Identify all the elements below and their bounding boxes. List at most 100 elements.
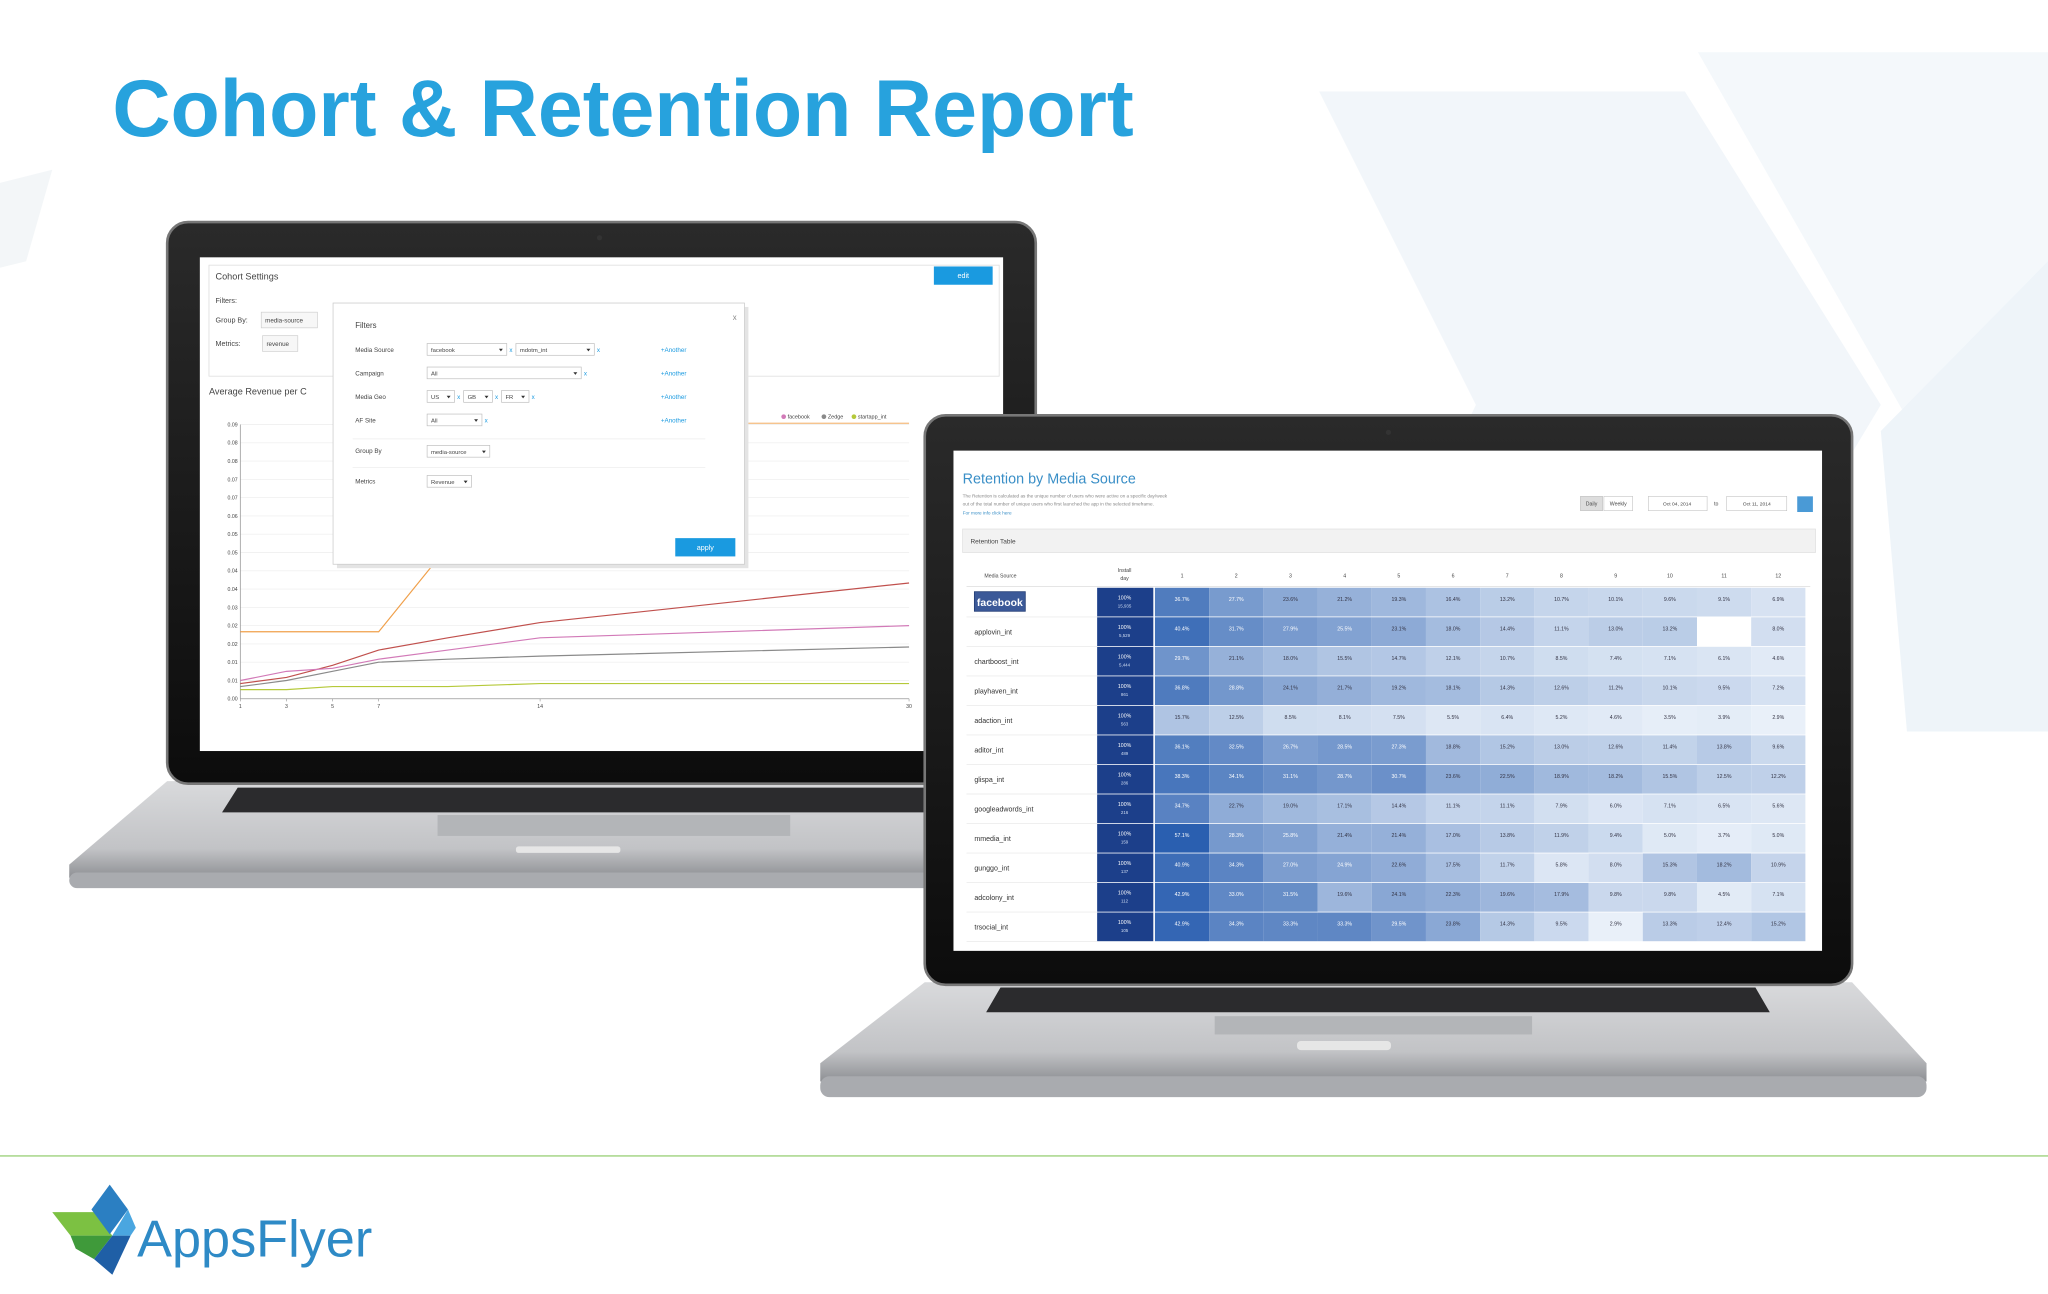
retention-value: 42.9%: [1175, 922, 1190, 928]
retention-value: 16.4%: [1446, 597, 1461, 603]
retention-cell: [1696, 735, 1752, 765]
select[interactable]: [501, 390, 530, 403]
retention-value: 21.4%: [1391, 833, 1406, 839]
weekly-button[interactable]: [1603, 496, 1633, 511]
retention-cell: [1209, 587, 1264, 617]
retention-cell: [1425, 823, 1481, 853]
remove-chip[interactable]: x: [457, 394, 461, 401]
retention-value: 12.4%: [1717, 922, 1732, 928]
install-value: 100%: [1118, 832, 1132, 838]
retention-value: 10.7%: [1554, 597, 1569, 603]
retention-cell: [1696, 764, 1752, 794]
retention-cell: [1154, 764, 1210, 794]
retention-value: 22.5%: [1500, 774, 1515, 780]
remove-chip[interactable]: x: [584, 371, 588, 378]
retention-cell: [1371, 646, 1426, 676]
select[interactable]: [426, 343, 508, 356]
add-another[interactable]: +Another: [661, 371, 687, 378]
select[interactable]: [515, 343, 595, 356]
retention-cell: [1209, 794, 1264, 824]
retention-value: 31.7%: [1229, 626, 1244, 632]
description-link[interactable]: For more info click here: [963, 511, 1012, 516]
retention-cell: [1371, 587, 1426, 617]
add-another[interactable]: +Another: [661, 418, 687, 425]
add-another[interactable]: +Another: [661, 347, 687, 354]
date-input[interactable]: [1726, 496, 1788, 511]
select-value: US: [431, 395, 439, 401]
retention-value: 13.0%: [1554, 744, 1569, 750]
install-count: 105: [1121, 928, 1129, 933]
go-button[interactable]: [1797, 496, 1813, 513]
close-button[interactable]: x: [733, 313, 737, 322]
retention-value: 19.2%: [1391, 685, 1406, 691]
column-header: Media Source: [984, 573, 1016, 579]
retention-cell: [1534, 764, 1589, 794]
select[interactable]: [426, 390, 455, 403]
daily-button[interactable]: [1580, 496, 1603, 511]
touchpad: [437, 815, 791, 836]
retention-cell: [1696, 853, 1752, 883]
date-input[interactable]: [1648, 496, 1708, 511]
retention-cell: [1696, 646, 1752, 676]
retention-cell: [1425, 853, 1481, 883]
select[interactable]: [426, 413, 483, 427]
retention-cell: [1696, 912, 1752, 942]
select[interactable]: [426, 366, 582, 380]
date-to: Oct 11, 2014: [1743, 501, 1771, 507]
x-tick-label: 7: [377, 704, 380, 710]
retention-cell: [1534, 794, 1589, 824]
install-cell: [1097, 882, 1154, 912]
select[interactable]: [426, 445, 491, 458]
retention-cell: [1642, 912, 1697, 942]
retention-value: 12.1%: [1446, 656, 1461, 662]
install-count: 861: [1121, 692, 1129, 697]
retention-cell: [1480, 587, 1535, 617]
retention-value: 9.5%: [1718, 685, 1730, 691]
retention-cell: [1480, 853, 1535, 883]
apply-button[interactable]: [675, 538, 736, 557]
retention-cell: [1263, 705, 1318, 735]
remove-chip[interactable]: x: [532, 394, 536, 401]
retention-cell: [1751, 705, 1806, 735]
retention-cell: [1317, 853, 1372, 883]
retention-value: 36.8%: [1175, 685, 1190, 691]
retention-cell: [1480, 735, 1535, 765]
retention-value: 9.5%: [1556, 922, 1568, 928]
select[interactable]: [426, 475, 472, 488]
retention-cell: [1425, 587, 1481, 617]
remove-chip[interactable]: x: [597, 347, 601, 354]
y-tick-label: 0.05: [228, 532, 238, 538]
bg-shape: [1880, 261, 2048, 732]
retention-value: 14.4%: [1500, 626, 1515, 632]
retention-cell: [1588, 735, 1643, 765]
retention-value: 13.2%: [1500, 597, 1515, 603]
remove-chip[interactable]: x: [485, 418, 489, 425]
retention-cell: [1209, 823, 1264, 853]
add-another[interactable]: +Another: [661, 394, 687, 401]
edit-button[interactable]: [933, 266, 993, 285]
retention-value: 5.0%: [1772, 833, 1784, 839]
retention-cell: [1642, 676, 1697, 706]
select[interactable]: [463, 390, 493, 403]
retention-value: 12.6%: [1608, 744, 1623, 750]
remove-chip[interactable]: x: [495, 394, 499, 401]
filter-label: Group By: [355, 448, 382, 455]
retention-cell: [1588, 853, 1643, 883]
remove-chip[interactable]: x: [509, 347, 513, 354]
retention-value: 33.3%: [1283, 922, 1298, 928]
retention-value: 13.8%: [1500, 833, 1515, 839]
retention-value: 18.0%: [1446, 626, 1461, 632]
keyboard: [222, 787, 972, 813]
source-name: chartboost_int: [974, 659, 1018, 666]
retention-cell: [1642, 794, 1697, 824]
retention-value: 34.7%: [1175, 803, 1190, 809]
laptop-edge: [820, 1076, 1927, 1098]
retention-cell: [1371, 705, 1426, 735]
retention-value: 29.7%: [1175, 656, 1190, 662]
install-cell: [1097, 764, 1154, 794]
column-header: 7: [1506, 573, 1509, 579]
legend-label: Zedge: [828, 415, 844, 421]
install-cell: [1097, 617, 1154, 647]
retention-value: 7.9%: [1556, 803, 1568, 809]
retention-cell: [1371, 794, 1426, 824]
